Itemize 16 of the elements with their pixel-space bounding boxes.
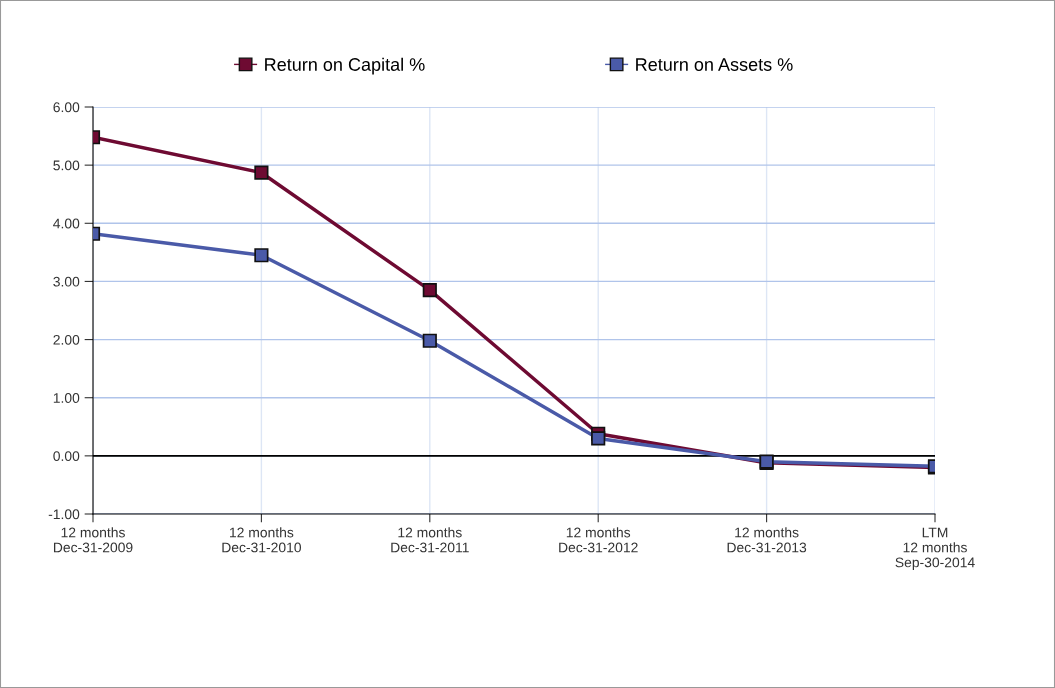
x-tick-label: LTM 12 months Sep-30-2014	[895, 527, 975, 571]
x-tick-label: 12 months Dec-31-2011	[391, 527, 469, 553]
y-tick-label: 1.00	[53, 393, 80, 403]
y-tick-label: 2.00	[53, 334, 80, 345]
legend-label: Return on Assets %	[636, 58, 793, 71]
legend-label: Return on Capital %	[265, 57, 425, 75]
x-tick-label: 12 months Dec-31-2013	[727, 527, 807, 553]
y-tick-label: 0.00	[53, 451, 80, 462]
y-tick-label: 6.00	[53, 102, 80, 113]
y-tick-label: 3.00	[53, 276, 80, 287]
y-tick-label: 5.00	[53, 160, 80, 171]
x-tick-label: 12 months Dec-31-2009	[54, 527, 133, 553]
x-tick-label: 12 months Dec-31-2012	[559, 527, 638, 553]
x-tick-label: 12 months Dec-31-2010	[222, 527, 302, 553]
y-tick-label: 4.00	[53, 218, 80, 229]
y-tick-label: -1.00	[48, 509, 80, 520]
